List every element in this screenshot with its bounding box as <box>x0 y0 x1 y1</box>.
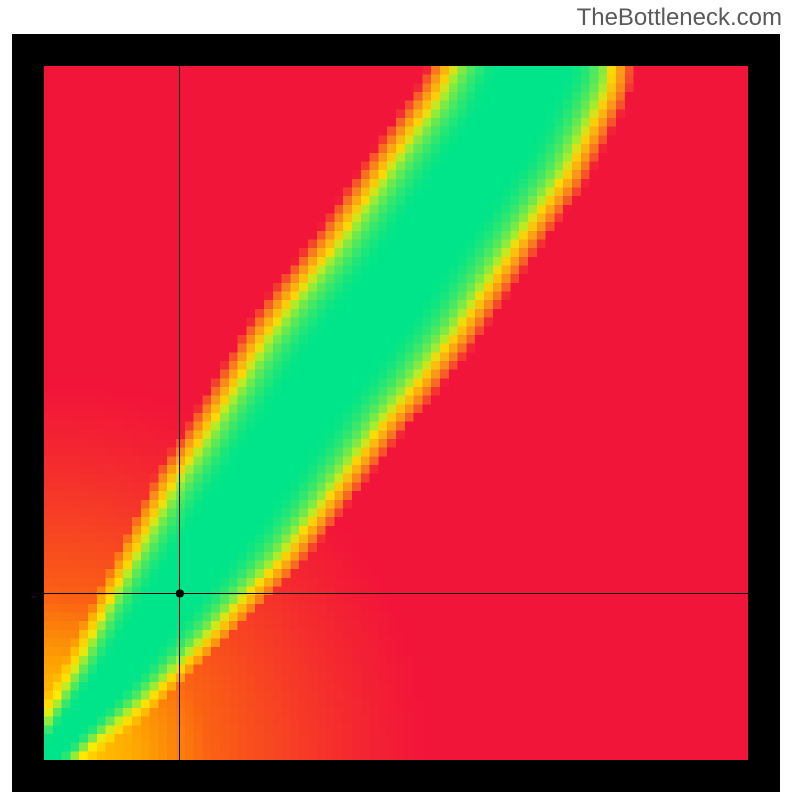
crosshair-horizontal <box>44 593 748 594</box>
heatmap-canvas <box>44 66 748 760</box>
plot-frame <box>12 34 780 792</box>
heatmap-region <box>44 66 748 760</box>
watermark-text: TheBottleneck.com <box>577 4 782 32</box>
crosshair-vertical <box>179 66 180 760</box>
